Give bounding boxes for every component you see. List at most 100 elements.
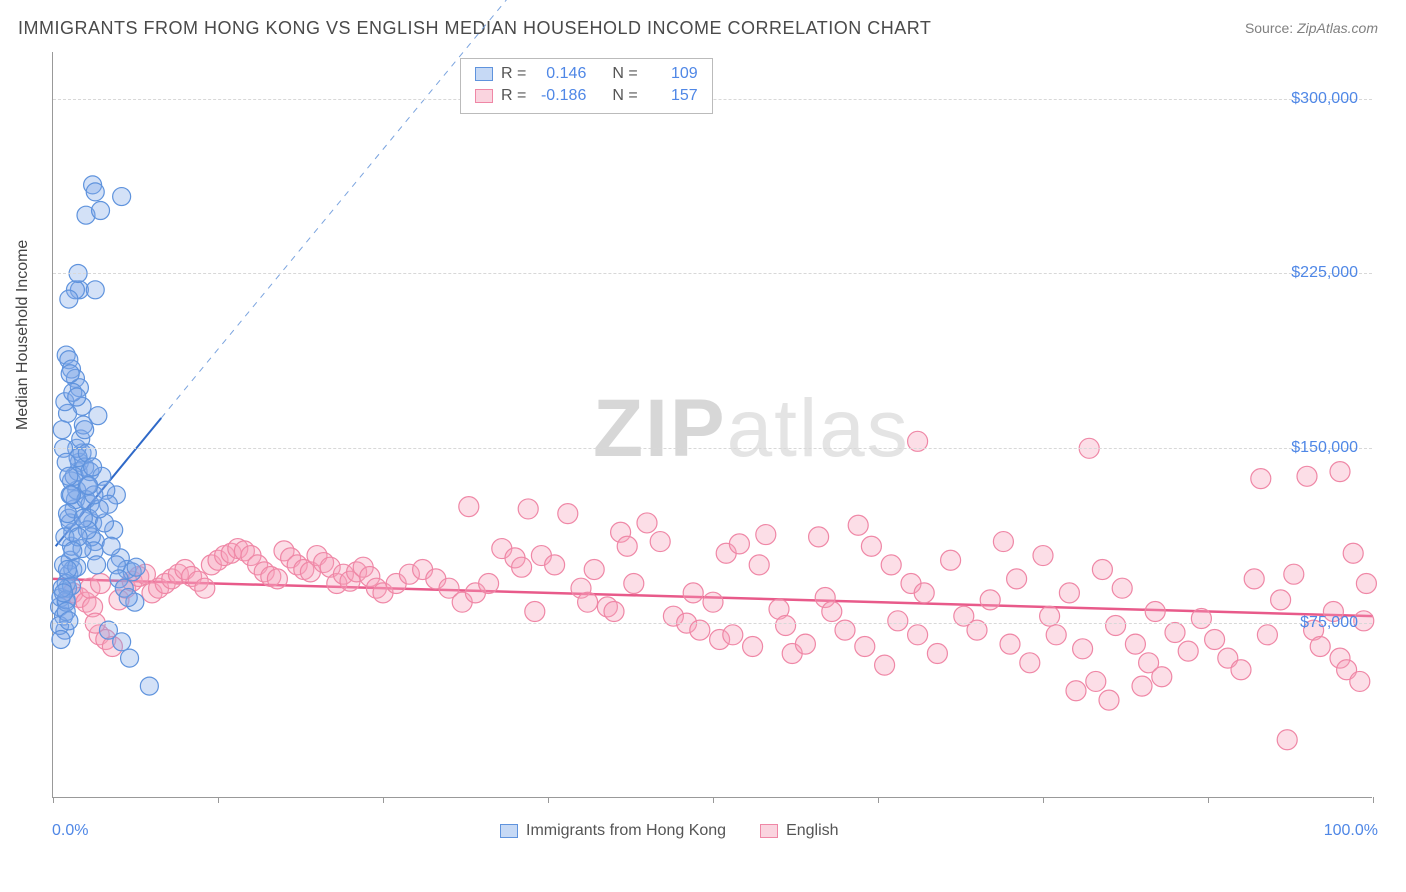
data-point-en	[1086, 671, 1106, 691]
data-point-en	[1020, 653, 1040, 673]
swatch-blue-icon	[475, 67, 493, 81]
x-tick	[218, 797, 219, 803]
data-point-hk	[52, 630, 70, 648]
legend-item-en: English	[760, 822, 838, 840]
data-point-hk	[113, 188, 131, 206]
x-axis-max-label: 100.0%	[1324, 822, 1378, 840]
data-point-hk	[121, 649, 139, 667]
data-point-en	[1099, 690, 1119, 710]
data-point-en	[91, 574, 111, 594]
data-point-en	[1330, 462, 1350, 482]
data-point-en	[1191, 608, 1211, 628]
data-point-en	[875, 655, 895, 675]
data-point-en	[743, 636, 763, 656]
data-point-hk	[80, 477, 98, 495]
data-point-en	[1106, 615, 1126, 635]
data-point-en	[604, 602, 624, 622]
n-value-en: 157	[646, 85, 698, 107]
x-tick	[1208, 797, 1209, 803]
data-point-en	[1350, 671, 1370, 691]
data-point-en	[848, 515, 868, 535]
data-point-en	[459, 497, 479, 517]
stats-legend: R = 0.146 N = 109 R = -0.186 N = 157	[460, 58, 713, 114]
x-tick	[53, 797, 54, 803]
r-label: R =	[501, 85, 526, 107]
y-tick-label: $75,000	[1300, 614, 1358, 632]
data-point-en	[1066, 681, 1086, 701]
n-value-hk: 109	[646, 63, 698, 85]
data-point-en	[1343, 543, 1363, 563]
y-axis-title: Median Household Income	[14, 240, 32, 430]
data-point-en	[723, 625, 743, 645]
data-point-en	[1132, 676, 1152, 696]
data-point-en	[1244, 569, 1264, 589]
data-point-en	[683, 583, 703, 603]
data-point-en	[1033, 546, 1053, 566]
data-point-en	[1271, 590, 1291, 610]
data-point-en	[980, 590, 1000, 610]
data-point-en	[1000, 634, 1020, 654]
data-point-en	[1125, 634, 1145, 654]
data-point-hk	[119, 589, 137, 607]
data-point-en	[1165, 622, 1185, 642]
data-point-en	[927, 643, 947, 663]
source-name: ZipAtlas.com	[1297, 20, 1378, 36]
gridline	[53, 273, 1372, 274]
data-point-en	[624, 574, 644, 594]
data-point-en	[941, 550, 961, 570]
data-point-hk	[84, 458, 102, 476]
data-point-en	[479, 574, 499, 594]
data-point-hk	[86, 281, 104, 299]
data-point-hk	[61, 365, 79, 383]
data-point-en	[1112, 578, 1132, 598]
data-point-en	[1251, 469, 1271, 489]
data-point-hk	[59, 561, 77, 579]
data-point-en	[1310, 636, 1330, 656]
data-point-en	[914, 583, 934, 603]
data-point-hk	[64, 542, 82, 560]
data-point-hk	[59, 505, 77, 523]
data-point-en	[1205, 629, 1225, 649]
legend-label-en: English	[786, 822, 838, 840]
x-tick	[548, 797, 549, 803]
data-point-en	[729, 534, 749, 554]
plot-area: ZIPatlas $75,000$150,000$225,000$300,000	[52, 52, 1372, 798]
data-point-en	[888, 611, 908, 631]
y-tick-label: $225,000	[1291, 264, 1358, 282]
data-point-hk	[55, 584, 73, 602]
data-point-en	[1073, 639, 1093, 659]
data-point-en	[993, 532, 1013, 552]
source-attribution: Source: ZipAtlas.com	[1245, 20, 1378, 36]
data-point-en	[584, 560, 604, 580]
data-point-en	[545, 555, 565, 575]
series-legend: Immigrants from Hong Kong English	[500, 822, 839, 840]
data-point-en	[1092, 560, 1112, 580]
n-label: N =	[612, 85, 637, 107]
data-point-en	[558, 504, 578, 524]
data-point-en	[650, 532, 670, 552]
data-point-en	[1007, 569, 1027, 589]
data-point-hk	[74, 509, 92, 527]
data-point-en	[512, 557, 532, 577]
data-point-hk	[53, 421, 71, 439]
chart-title: IMMIGRANTS FROM HONG KONG VS ENGLISH MED…	[18, 18, 931, 39]
data-point-en	[518, 499, 538, 519]
data-point-en	[1297, 466, 1317, 486]
legend-item-hk: Immigrants from Hong Kong	[500, 822, 726, 840]
data-point-en	[1284, 564, 1304, 584]
data-point-en	[908, 625, 928, 645]
data-point-en	[1145, 602, 1165, 622]
data-point-en	[1356, 574, 1376, 594]
data-point-en	[809, 527, 829, 547]
data-point-en	[1277, 730, 1297, 750]
swatch-blue-icon	[500, 824, 518, 838]
swatch-pink-icon	[475, 89, 493, 103]
data-point-en	[578, 592, 598, 612]
data-point-en	[855, 636, 875, 656]
data-point-hk	[102, 537, 120, 555]
data-point-en	[776, 615, 796, 635]
source-prefix: Source:	[1245, 20, 1297, 36]
data-point-hk	[76, 421, 94, 439]
x-tick	[383, 797, 384, 803]
data-point-en	[1231, 660, 1251, 680]
